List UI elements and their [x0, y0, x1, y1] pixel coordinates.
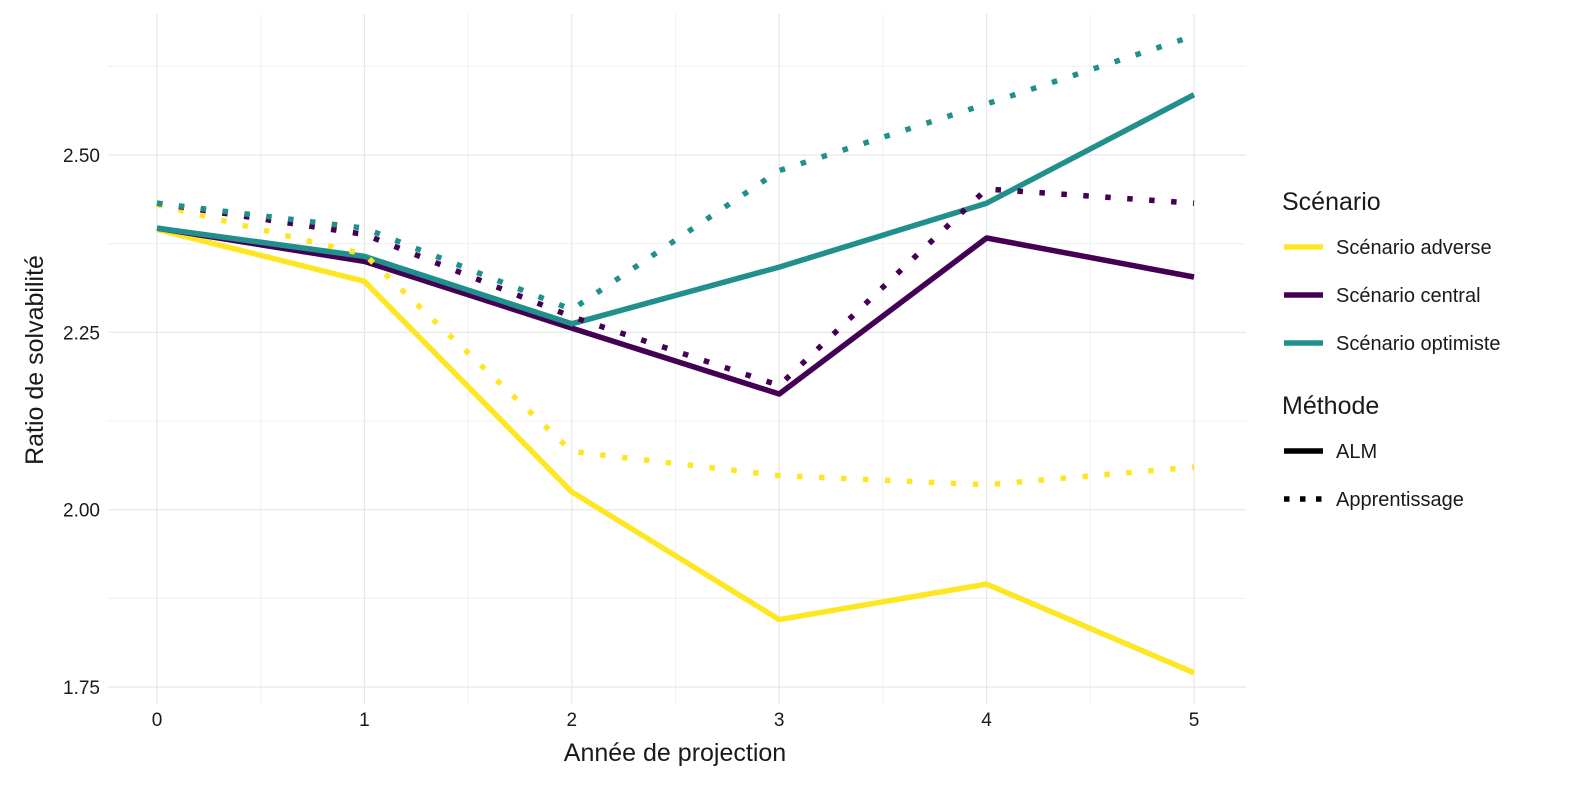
- y-tick-label: 2.50: [63, 146, 100, 167]
- legend-label: Apprentissage: [1336, 489, 1464, 511]
- legend-title: Scénario: [1282, 188, 1381, 216]
- legend: Scénario Scénario adverse Scénario central…: [1282, 188, 1501, 511]
- x-tick-label: 2: [567, 710, 578, 731]
- x-tick-label: 5: [1189, 710, 1200, 731]
- x-tick-label: 4: [981, 710, 992, 731]
- series-line-sc-nario-central-apprentissage: [156, 186, 1195, 389]
- legend-label: Scénario adverse: [1336, 237, 1492, 259]
- x-tick-label: 3: [774, 710, 785, 731]
- series-line-sc-nario-adverse-alm: [156, 226, 1196, 676]
- series-line-sc-nario-central-alm: [156, 225, 1195, 397]
- legend-title: Méthode: [1282, 392, 1379, 420]
- axes: Année de projection Ratio de solvabilité…: [21, 146, 1199, 767]
- series-line-sc-nario-adverse-apprentissage: [156, 202, 1195, 488]
- x-tick-label: 1: [359, 710, 370, 731]
- y-axis-title: Ratio de solvabilité: [21, 255, 49, 465]
- legend-label: ALM: [1336, 441, 1377, 463]
- y-tick-label: 2.00: [63, 501, 100, 522]
- y-tick-label: 1.75: [63, 678, 100, 699]
- legend-label: Scénario optimiste: [1336, 333, 1501, 355]
- grid-lines: [108, 14, 1246, 704]
- series-line-sc-nario-optimiste-alm: [156, 92, 1196, 327]
- series-lines: [156, 33, 1196, 676]
- x-axis-title: Année de projection: [564, 739, 786, 767]
- y-tick-label: 2.25: [63, 323, 100, 344]
- x-tick-label: 0: [152, 710, 163, 731]
- legend-label: Scénario central: [1336, 285, 1481, 307]
